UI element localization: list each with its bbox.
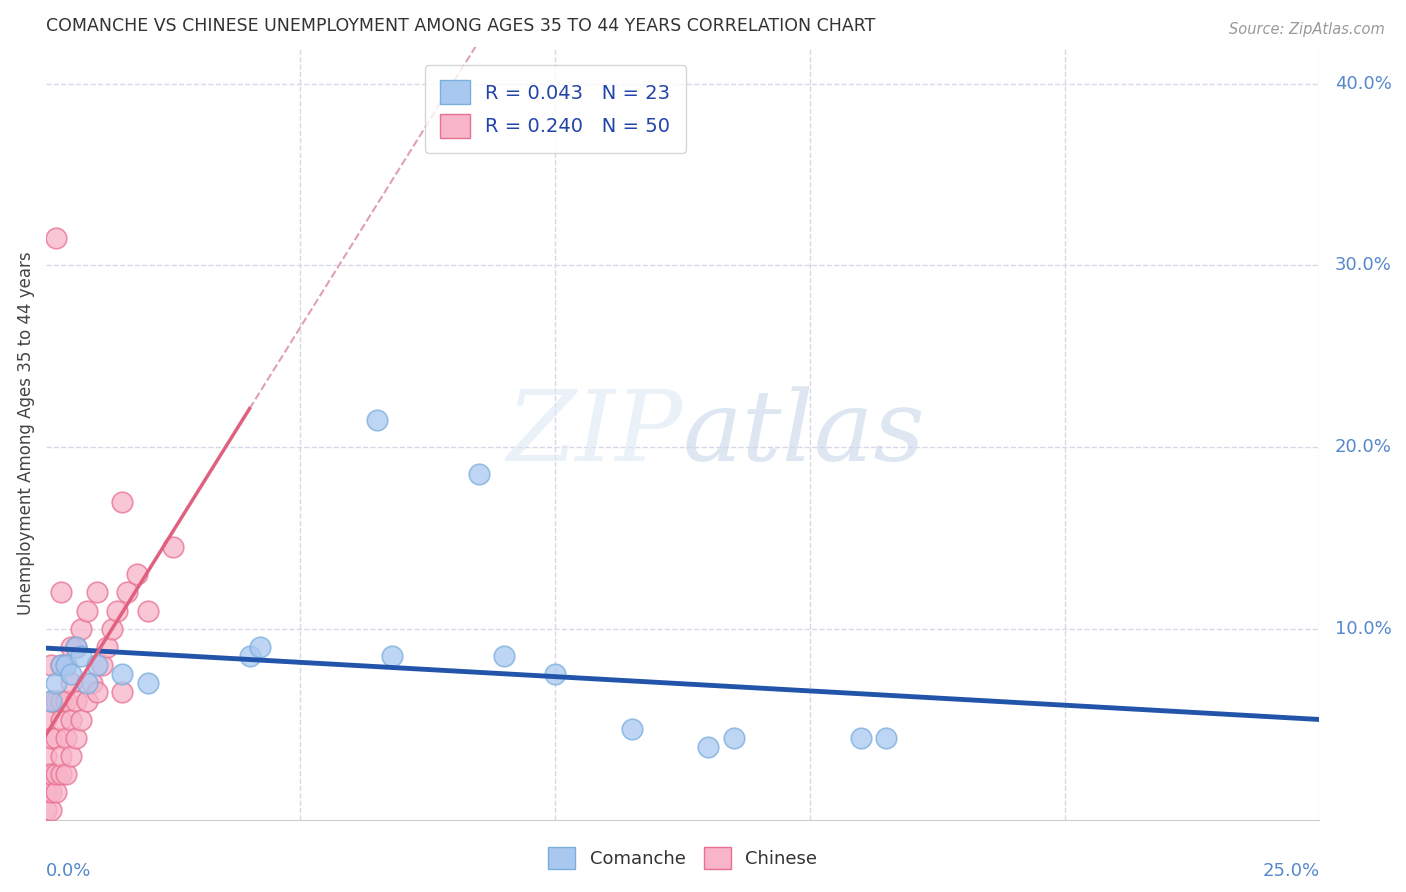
Point: [60, 667, 83, 681]
Point: [60, 640, 83, 654]
Point: [39, 694, 62, 708]
Text: 25.0%: 25.0%: [1263, 862, 1319, 880]
Point: [35, 713, 58, 727]
Point: [55, 767, 77, 781]
Point: [45, 785, 67, 799]
Point: [39, 767, 62, 781]
Text: 10.0%: 10.0%: [1334, 620, 1392, 638]
Point: [49, 658, 72, 673]
Y-axis label: Unemployment Among Ages 35 to 44 years: Unemployment Among Ages 35 to 44 years: [17, 252, 35, 615]
Point: [162, 540, 184, 554]
Point: [60, 748, 83, 763]
Point: [70, 622, 93, 636]
Point: [35, 804, 58, 818]
Point: [249, 640, 271, 654]
Point: [875, 731, 897, 745]
Point: [49, 748, 72, 763]
Point: [39, 785, 62, 799]
Point: [60, 676, 83, 690]
Point: [117, 585, 139, 599]
Point: [105, 604, 128, 618]
Point: [620, 722, 643, 736]
Point: [366, 413, 388, 427]
Point: [76, 604, 98, 618]
Text: 30.0%: 30.0%: [1334, 256, 1392, 275]
Point: [127, 567, 149, 582]
Point: [136, 676, 159, 690]
Point: [49, 767, 72, 781]
Point: [76, 676, 98, 690]
Text: 20.0%: 20.0%: [1334, 438, 1392, 456]
Point: [49, 658, 72, 673]
Point: [70, 713, 93, 727]
Text: Source: ZipAtlas.com: Source: ZipAtlas.com: [1229, 22, 1385, 37]
Point: [86, 585, 108, 599]
Text: COMANCHE VS CHINESE UNEMPLOYMENT AMONG AGES 35 TO 44 YEARS CORRELATION CHART: COMANCHE VS CHINESE UNEMPLOYMENT AMONG A…: [46, 17, 875, 35]
Point: [86, 685, 108, 699]
Point: [39, 731, 62, 745]
Point: [55, 658, 77, 673]
Point: [55, 658, 77, 673]
Point: [111, 494, 134, 508]
Point: [45, 767, 67, 781]
Point: [49, 585, 72, 599]
Point: [90, 658, 112, 673]
Point: [65, 640, 87, 654]
Point: [86, 658, 108, 673]
Point: [55, 731, 77, 745]
Point: [80, 676, 103, 690]
Point: [65, 694, 87, 708]
Text: ZIP: ZIP: [506, 386, 682, 481]
Point: [35, 785, 58, 799]
Point: [849, 731, 872, 745]
Point: [381, 648, 404, 663]
Point: [45, 731, 67, 745]
Point: [35, 748, 58, 763]
Text: 0.0%: 0.0%: [46, 862, 91, 880]
Point: [76, 694, 98, 708]
Point: [65, 640, 87, 654]
Point: [494, 648, 516, 663]
Point: [49, 713, 72, 727]
Point: [238, 648, 260, 663]
Point: [101, 622, 124, 636]
Point: [96, 640, 118, 654]
Text: atlas: atlas: [682, 386, 925, 481]
Point: [111, 685, 134, 699]
Point: [136, 604, 159, 618]
Point: [60, 713, 83, 727]
Point: [55, 694, 77, 708]
Point: [39, 804, 62, 818]
Point: [544, 667, 567, 681]
Point: [49, 694, 72, 708]
Point: [39, 658, 62, 673]
Point: [45, 676, 67, 690]
Point: [65, 731, 87, 745]
Point: [723, 731, 745, 745]
Legend: Comanche, Chinese: Comanche, Chinese: [541, 839, 824, 876]
Point: [45, 694, 67, 708]
Point: [39, 694, 62, 708]
Point: [45, 231, 67, 245]
Text: 40.0%: 40.0%: [1334, 75, 1392, 93]
Point: [468, 467, 491, 482]
Point: [697, 739, 720, 754]
Point: [70, 648, 93, 663]
Point: [35, 767, 58, 781]
Point: [111, 667, 134, 681]
